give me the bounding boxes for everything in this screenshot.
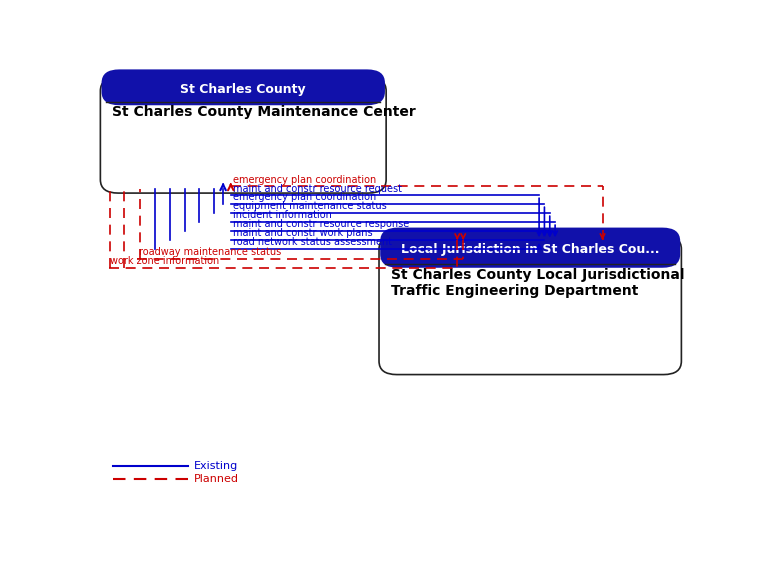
Text: maint and constr work plans: maint and constr work plans: [233, 228, 373, 239]
Text: Planned: Planned: [194, 474, 239, 484]
Text: roadway maintenance status: roadway maintenance status: [139, 247, 282, 257]
Text: St Charles County: St Charles County: [181, 83, 306, 97]
Text: maint and constr resource request: maint and constr resource request: [233, 183, 402, 194]
Text: road network status assessment: road network status assessment: [233, 237, 392, 247]
Text: emergency plan coordination: emergency plan coordination: [233, 175, 376, 184]
FancyBboxPatch shape: [380, 228, 680, 268]
Text: St Charles County Maintenance Center: St Charles County Maintenance Center: [112, 105, 416, 119]
Text: incident information: incident information: [233, 211, 331, 221]
FancyBboxPatch shape: [102, 69, 385, 105]
Text: emergency plan coordination: emergency plan coordination: [233, 193, 376, 203]
Text: Local Jurisdiction in St Charles Cou...: Local Jurisdiction in St Charles Cou...: [401, 243, 659, 256]
Bar: [107, 91, 379, 102]
FancyBboxPatch shape: [379, 236, 682, 375]
Text: work zone information: work zone information: [110, 256, 220, 266]
Bar: [386, 251, 674, 264]
Text: equipment maintenance status: equipment maintenance status: [233, 201, 386, 211]
Text: maint and constr resource response: maint and constr resource response: [233, 219, 409, 229]
Text: Existing: Existing: [194, 462, 238, 471]
Text: St Charles County Local Jurisdictional
Traffic Engineering Department: St Charles County Local Jurisdictional T…: [391, 268, 685, 298]
FancyBboxPatch shape: [100, 77, 386, 193]
